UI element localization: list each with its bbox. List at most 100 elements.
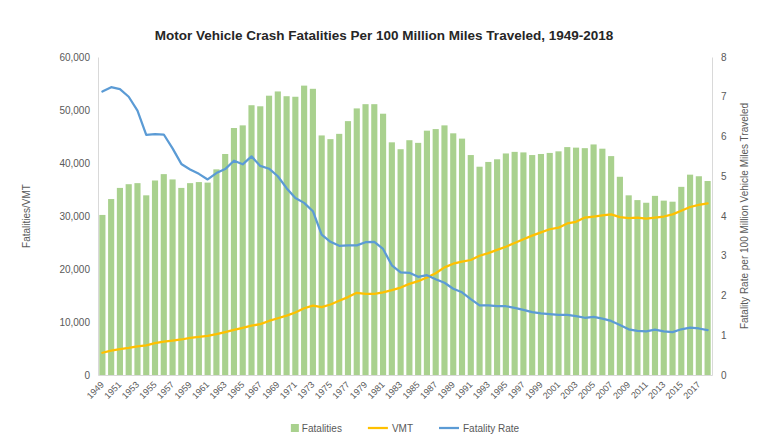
- x-tick-label: 2007: [594, 380, 615, 401]
- bar: [459, 139, 465, 375]
- legend-swatch: [368, 427, 388, 429]
- x-tick: 2007: [594, 375, 615, 401]
- x-tick-label: 1955: [137, 380, 158, 401]
- bar: [336, 134, 342, 375]
- x-tick-label: 1971: [278, 380, 299, 401]
- x-tick-label: 1963: [208, 380, 229, 401]
- bar: [169, 179, 175, 375]
- y2-tick-label: 1: [721, 330, 727, 341]
- bar: [257, 106, 263, 375]
- y-tick: 40,000: [59, 158, 98, 169]
- legend-item: Fatalities: [291, 423, 342, 434]
- x-tick: 1967: [243, 375, 264, 401]
- bar: [345, 121, 351, 375]
- bar: [503, 153, 509, 375]
- x-tick: 1961: [190, 375, 211, 401]
- x-tick: 1957: [155, 375, 176, 401]
- bar: [520, 152, 526, 375]
- bar: [126, 184, 132, 375]
- bar: [406, 140, 412, 375]
- bar-series: [99, 86, 710, 375]
- legend-label: VMT: [392, 423, 413, 434]
- x-tick-label: 1991: [453, 380, 474, 401]
- y-axis-title: Fatalities/VMT: [21, 184, 32, 248]
- bar: [152, 180, 158, 375]
- x-tick: 2015: [664, 375, 685, 401]
- bar: [161, 174, 167, 375]
- x-tick-label: 1981: [365, 380, 386, 401]
- plot-area: [99, 86, 710, 375]
- legend-item: VMT: [368, 423, 413, 434]
- y-tick-label: 40,000: [59, 158, 90, 169]
- x-tick: 2017: [681, 375, 702, 401]
- x-tick-label: 1961: [190, 380, 211, 401]
- bar: [371, 104, 377, 375]
- x-tick-label: 1969: [260, 380, 281, 401]
- x-tick-label: 1993: [471, 380, 492, 401]
- bar: [143, 195, 149, 375]
- bar: [564, 147, 570, 375]
- bar: [213, 169, 219, 375]
- x-tick-label: 1967: [243, 380, 264, 401]
- bar: [398, 149, 404, 375]
- x-tick: 1993: [471, 375, 492, 401]
- bar: [433, 129, 439, 375]
- x-tick-label: 1975: [313, 380, 334, 401]
- x-tick: 1991: [453, 375, 474, 401]
- bar: [441, 125, 447, 375]
- chart: Motor Vehicle Crash Fatalities Per 100 M…: [0, 0, 768, 445]
- x-tick-label: 1959: [173, 380, 194, 401]
- legend-item: Fatality Rate: [439, 423, 520, 434]
- bar: [476, 167, 482, 375]
- bar: [547, 153, 553, 375]
- y-tick-label: 10,000: [59, 317, 90, 328]
- bar: [327, 139, 333, 375]
- y2-tick: 0: [712, 370, 727, 381]
- x-tick: 2003: [558, 375, 579, 401]
- x-tick-label: 1999: [523, 380, 544, 401]
- x-tick-label: 1977: [330, 380, 351, 401]
- y2-tick: 2: [712, 290, 727, 301]
- bar: [205, 183, 211, 375]
- bar: [108, 199, 114, 375]
- y2-tick-label: 2: [721, 290, 727, 301]
- x-tick: 1975: [313, 375, 334, 401]
- x-tick-label: 1949: [85, 380, 106, 401]
- bar: [99, 215, 105, 375]
- x-tick: 1955: [137, 375, 158, 401]
- y-tick: 0: [84, 370, 98, 381]
- y-tick-label: 0: [84, 370, 90, 381]
- bar: [319, 135, 325, 375]
- bar: [380, 114, 386, 375]
- bar: [608, 156, 614, 375]
- y2-tick-label: 3: [721, 250, 727, 261]
- x-tick-label: 1957: [155, 380, 176, 401]
- x-tick: 1997: [506, 375, 527, 401]
- y-tick: 30,000: [59, 211, 98, 222]
- x-tick: 1999: [523, 375, 544, 401]
- y-axis: 010,00020,00030,00040,00050,00060,000: [59, 52, 98, 381]
- bar: [634, 200, 640, 375]
- x-tick: 2005: [576, 375, 597, 401]
- bar: [687, 175, 693, 375]
- bar: [652, 196, 658, 375]
- x-tick: 1973: [295, 375, 316, 401]
- bar: [248, 105, 254, 375]
- bar: [669, 202, 675, 375]
- y2-tick-label: 8: [721, 52, 727, 63]
- x-tick-label: 1965: [225, 380, 246, 401]
- bar: [485, 162, 491, 375]
- y-tick-label: 20,000: [59, 264, 90, 275]
- y-tick-label: 50,000: [59, 105, 90, 116]
- x-tick: 1981: [365, 375, 386, 401]
- y2-tick: 8: [712, 52, 727, 63]
- bar: [591, 144, 597, 375]
- x-tick: 1995: [488, 375, 509, 401]
- y2-axis-line: [712, 58, 713, 376]
- x-tick-label: 1987: [418, 380, 439, 401]
- bar: [617, 177, 623, 375]
- x-tick: 1953: [120, 375, 141, 401]
- x-tick: 1949: [85, 375, 106, 401]
- y2-tick-label: 4: [721, 211, 727, 222]
- x-tick-label: 2015: [664, 380, 685, 401]
